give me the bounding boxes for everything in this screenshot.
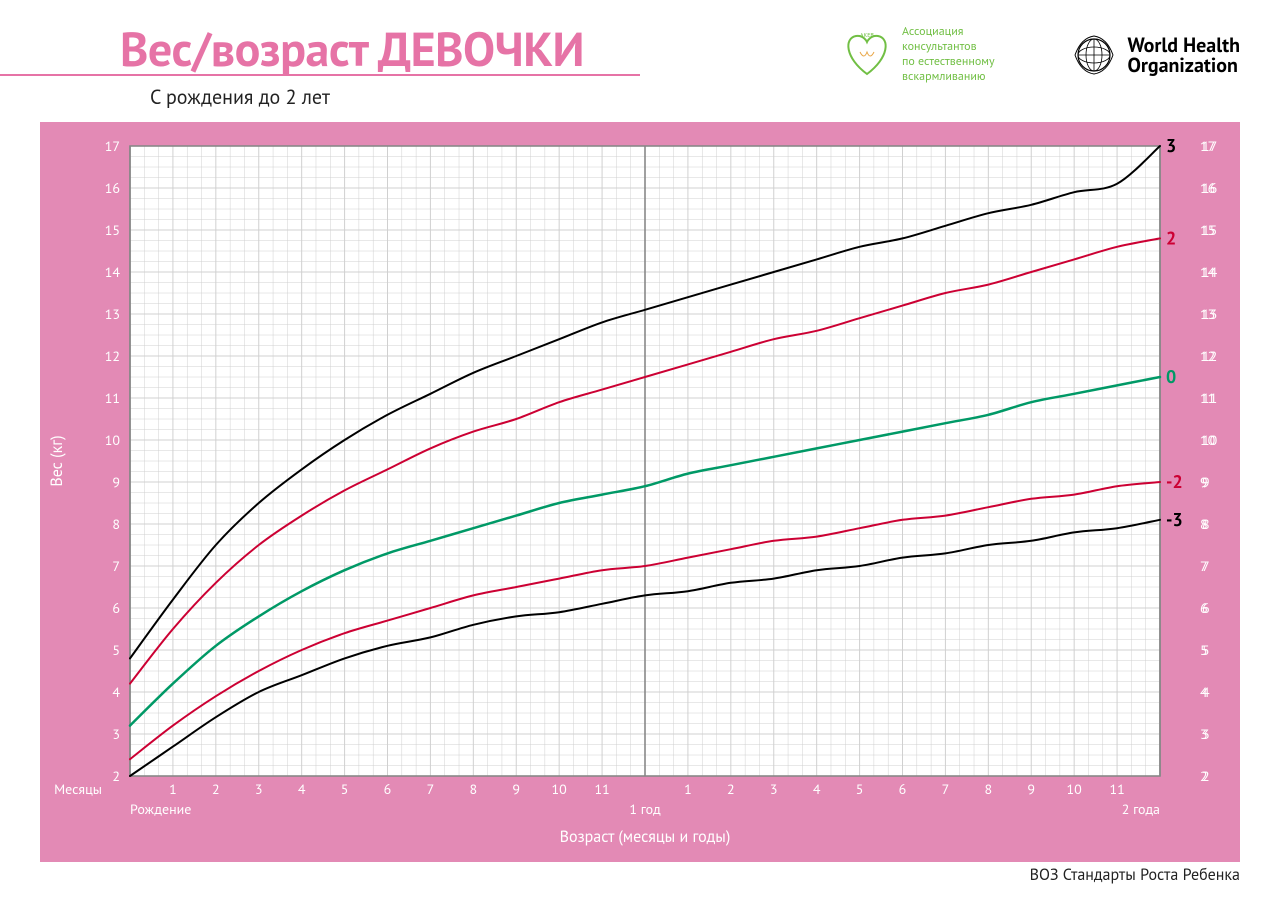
svg-text:1: 1 xyxy=(684,780,692,798)
svg-text:2 года: 2 года xyxy=(1122,800,1160,818)
svg-text:3: 3 xyxy=(1202,725,1210,743)
svg-text:5: 5 xyxy=(341,780,349,798)
svg-text:11: 11 xyxy=(1202,389,1217,407)
svg-text:2: 2 xyxy=(112,767,120,785)
svg-text:14: 14 xyxy=(1202,263,1218,281)
svg-text:2: 2 xyxy=(727,780,735,798)
svg-text:10: 10 xyxy=(1202,431,1218,449)
z-label--3: -3 xyxy=(1166,508,1183,531)
z-label-3: 3 xyxy=(1166,134,1176,157)
who-logo: World Health Organization xyxy=(1071,32,1240,78)
svg-text:17: 17 xyxy=(105,137,120,155)
page: Вес/возраст ДЕВОЧКИ С рождения до 2 лет … xyxy=(0,0,1280,899)
who-globe-icon xyxy=(1071,32,1117,78)
svg-text:5: 5 xyxy=(1202,641,1210,659)
svg-text:10: 10 xyxy=(552,780,568,798)
svg-text:8: 8 xyxy=(985,780,993,798)
svg-text:13: 13 xyxy=(1202,305,1217,323)
svg-text:11: 11 xyxy=(105,389,120,407)
svg-text:Вес (кг): Вес (кг) xyxy=(47,435,67,486)
svg-text:7: 7 xyxy=(427,780,435,798)
footer-caption: ВОЗ Стандарты Роста Ребенка xyxy=(1030,865,1240,885)
title-underline xyxy=(0,74,640,76)
svg-text:5: 5 xyxy=(112,641,120,659)
svg-text:15: 15 xyxy=(105,221,120,239)
svg-text:2: 2 xyxy=(1202,767,1210,785)
svg-text:13: 13 xyxy=(105,305,120,323)
svg-text:15: 15 xyxy=(1202,221,1217,239)
svg-text:8: 8 xyxy=(112,515,120,533)
svg-text:6: 6 xyxy=(384,780,392,798)
svg-text:9: 9 xyxy=(112,473,120,491)
svg-text:Возраст (месяцы и годы): Возраст (месяцы и годы) xyxy=(560,827,731,847)
svg-text:1 год: 1 год xyxy=(629,800,661,818)
svg-text:12: 12 xyxy=(1202,347,1217,365)
header: Вес/возраст ДЕВОЧКИ С рождения до 2 лет … xyxy=(0,0,1280,120)
page-subtitle: С рождения до 2 лет xyxy=(150,84,330,110)
who-text: World Health Organization xyxy=(1127,35,1240,75)
svg-text:8: 8 xyxy=(470,780,478,798)
svg-text:9: 9 xyxy=(1027,780,1035,798)
svg-text:9: 9 xyxy=(1202,473,1210,491)
svg-text:6: 6 xyxy=(112,599,120,617)
svg-text:6: 6 xyxy=(1202,599,1210,617)
svg-text:4: 4 xyxy=(112,683,120,701)
akev-text: Ассоциация консультантов по естественном… xyxy=(902,24,995,84)
svg-text:4: 4 xyxy=(813,780,821,798)
svg-text:4: 4 xyxy=(1202,683,1210,701)
svg-text:3: 3 xyxy=(112,725,120,743)
svg-text:16: 16 xyxy=(105,179,120,197)
svg-text:7: 7 xyxy=(942,780,950,798)
z-label--2: -2 xyxy=(1166,470,1183,493)
svg-text:9: 9 xyxy=(512,780,520,798)
svg-text:11: 11 xyxy=(594,780,609,798)
svg-text:3: 3 xyxy=(770,780,778,798)
svg-text:4: 4 xyxy=(298,780,306,798)
svg-text:17: 17 xyxy=(1202,137,1217,155)
svg-text:11: 11 xyxy=(1109,780,1124,798)
page-title: Вес/возраст ДЕВОЧКИ xyxy=(120,18,584,80)
svg-text:8: 8 xyxy=(1202,515,1210,533)
z-label-2: 2 xyxy=(1166,226,1176,249)
svg-text:10: 10 xyxy=(105,431,121,449)
growth-chart: 2233445566778899101011111212131314141515… xyxy=(40,122,1240,862)
chart-svg: 2233445566778899101011111212131314141515… xyxy=(40,122,1240,862)
svg-text:6: 6 xyxy=(899,780,907,798)
svg-text:14: 14 xyxy=(105,263,121,281)
svg-text:Рождение: Рождение xyxy=(130,800,191,818)
svg-text:5: 5 xyxy=(856,780,864,798)
svg-text:10: 10 xyxy=(1067,780,1083,798)
svg-text:16: 16 xyxy=(1202,179,1217,197)
svg-text:Месяцы: Месяцы xyxy=(54,780,102,798)
akev-logo: АКЕВ Ассоциация консультантов по естеств… xyxy=(840,24,995,84)
heart-icon: АКЕВ xyxy=(840,30,894,78)
z-label-0: 0 xyxy=(1166,365,1176,388)
svg-text:1: 1 xyxy=(169,780,177,798)
svg-text:12: 12 xyxy=(105,347,120,365)
svg-text:7: 7 xyxy=(112,557,120,575)
svg-text:2: 2 xyxy=(212,780,220,798)
akev-inside-label: АКЕВ xyxy=(860,31,874,39)
svg-text:7: 7 xyxy=(1202,557,1210,575)
svg-text:3: 3 xyxy=(255,780,263,798)
